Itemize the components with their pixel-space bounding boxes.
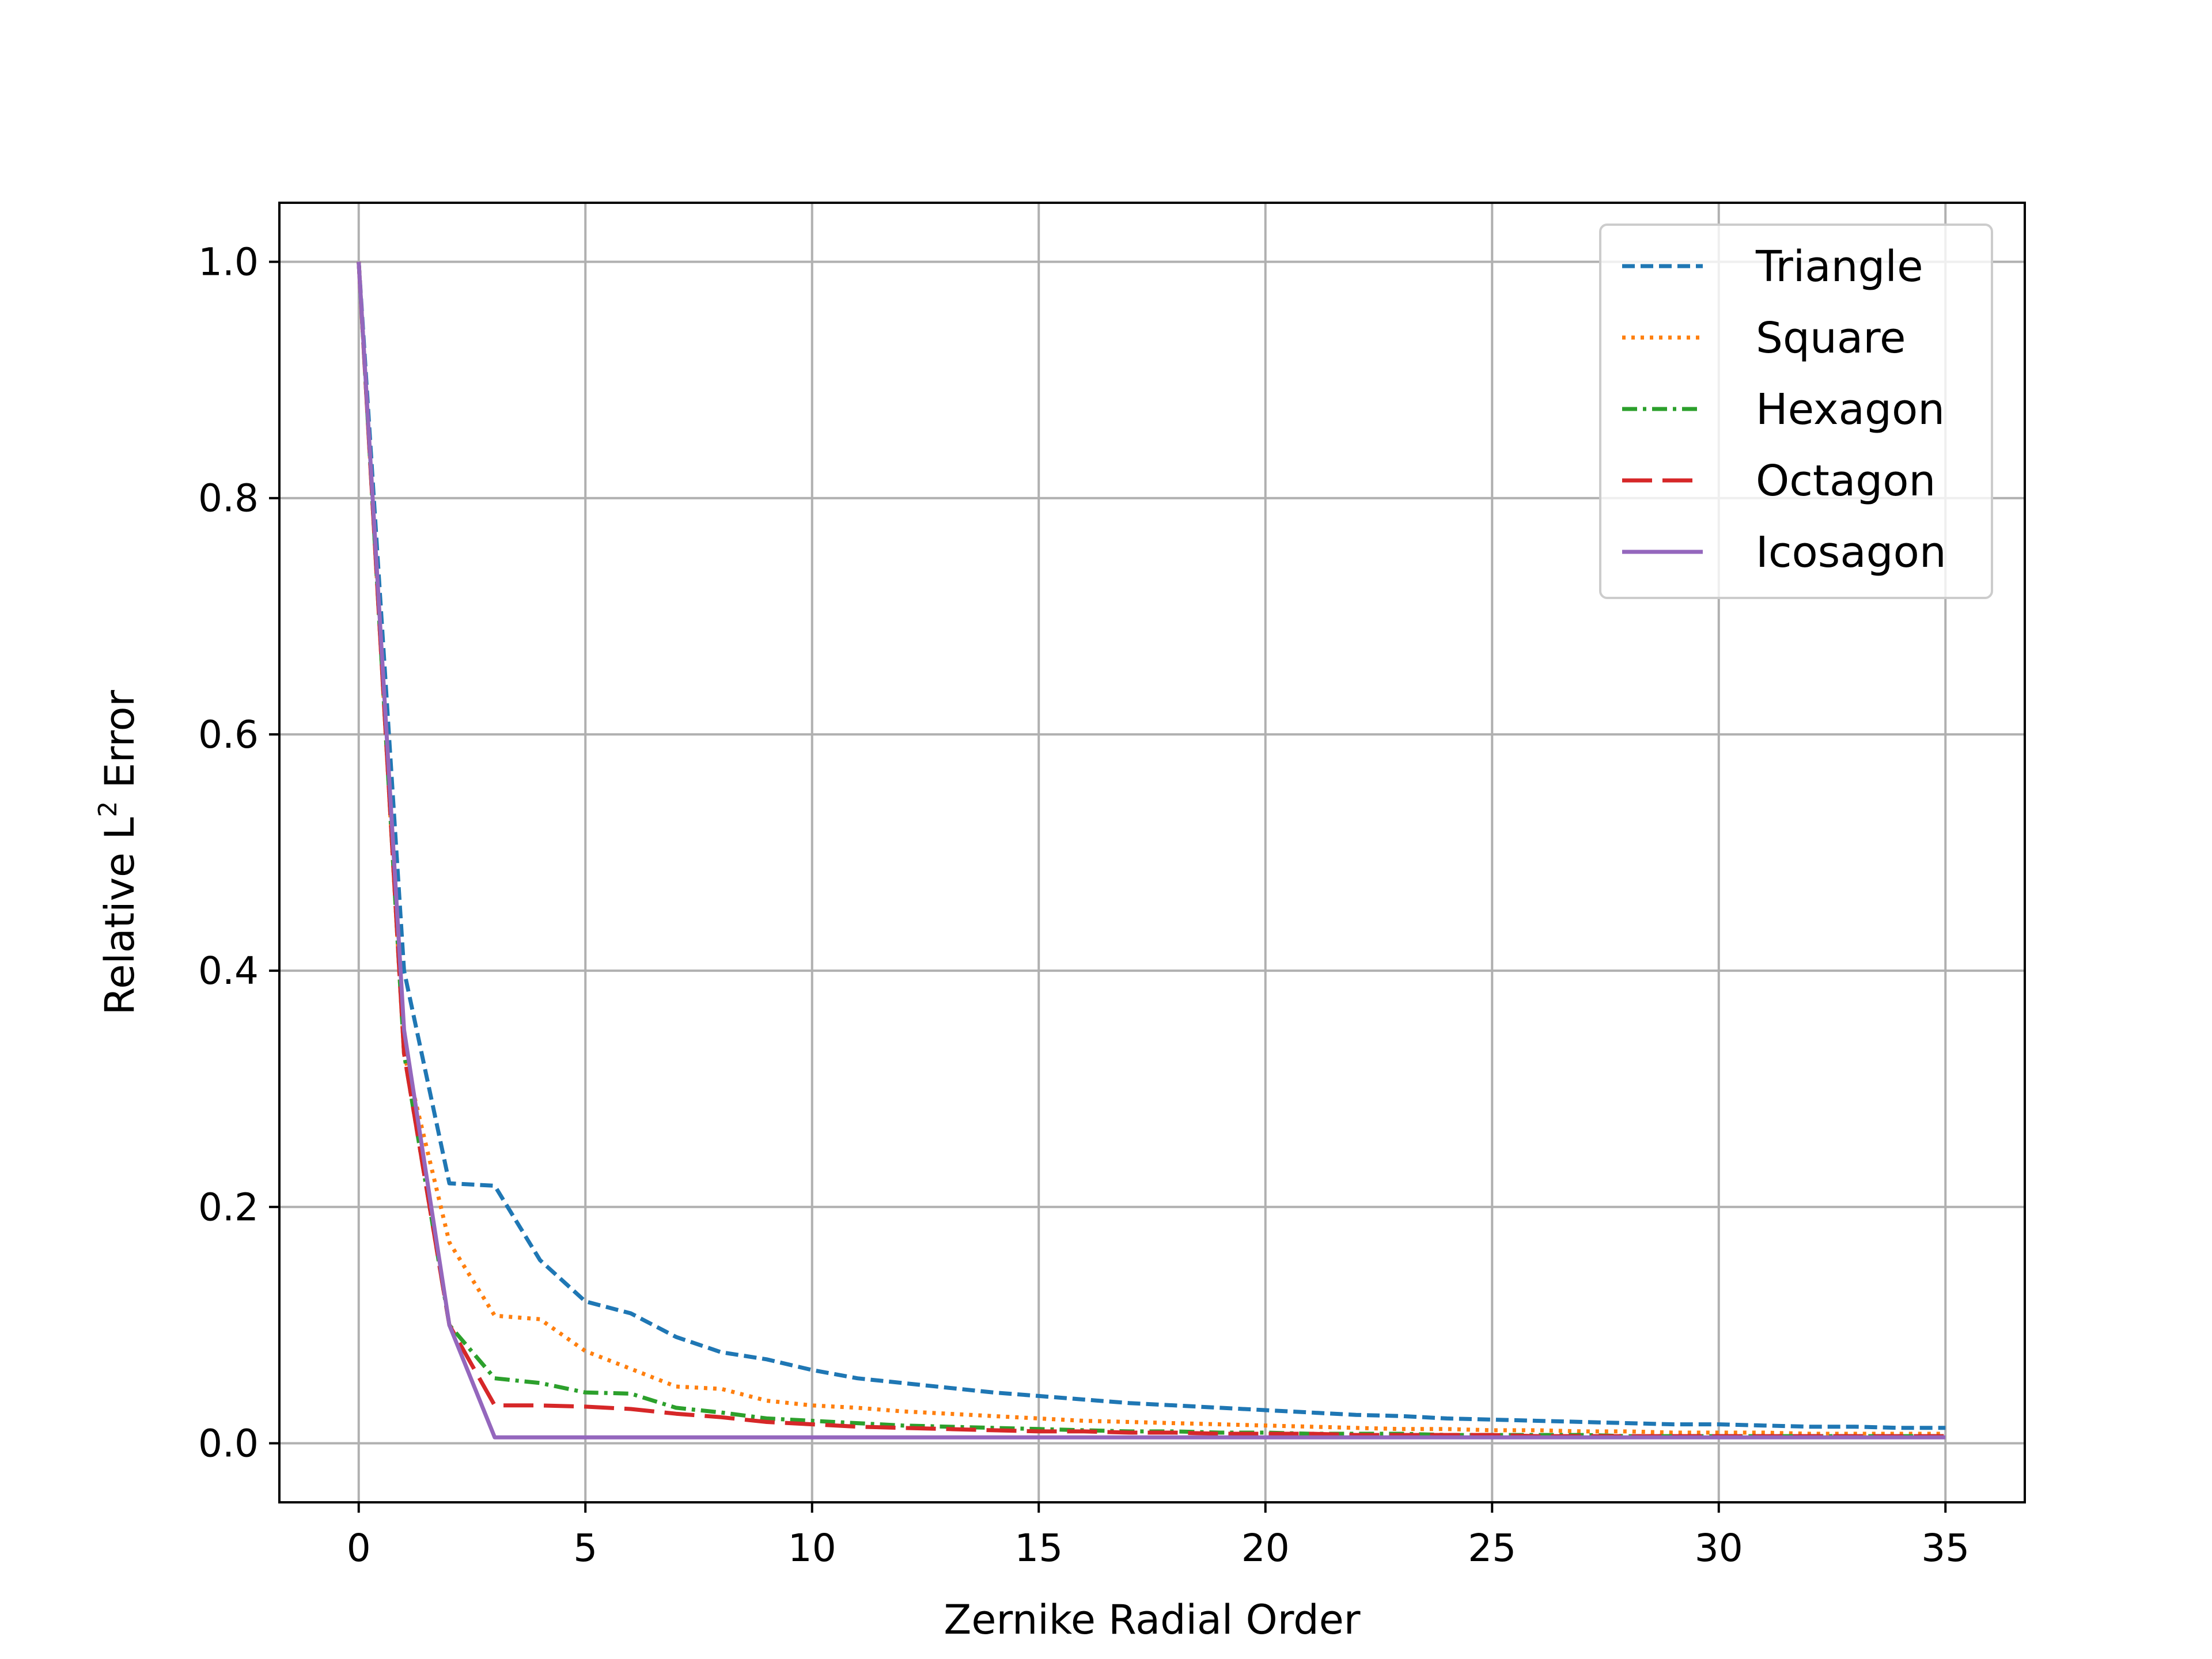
y-axis-label-tail: Error [96, 690, 143, 801]
plot-frame [278, 202, 2026, 1503]
x-tick-label: 5 [573, 1526, 597, 1570]
x-tick-label: 20 [1241, 1526, 1290, 1570]
x-tick-label: 30 [1695, 1526, 1743, 1570]
y-tick-label: 0.6 [198, 713, 259, 757]
series-layer [357, 262, 1946, 1440]
legend-label-icosagon: Icosagon [1756, 528, 1946, 577]
series-line-icosagon [357, 262, 1946, 1440]
y-axis-label-main: Relative L [96, 817, 143, 1016]
x-tick-label: 25 [1468, 1526, 1516, 1570]
y-tick-label: 0.0 [198, 1421, 259, 1465]
series-line-triangle [357, 262, 1946, 1430]
y-tick-label: 0.4 [198, 949, 259, 993]
ticks: 0 5 10 15 20 25 30 35 0.0 0.2 0.4 0.6 0.8 1.0 [198, 240, 1969, 1570]
legend-label-octagon: Octagon [1756, 456, 1936, 506]
legend-label-square: Square [1756, 313, 1906, 363]
x-tick-label: 0 [347, 1526, 371, 1570]
legend: Triangle Square Hexagon Octagon Icosagon [1599, 224, 1993, 599]
y-tick-label: 0.2 [198, 1185, 259, 1229]
x-tick-label: 15 [1014, 1526, 1063, 1570]
legend-label-hexagon: Hexagon [1756, 385, 1945, 434]
y-axis-label: Relative L2 Error [93, 690, 143, 1016]
y-tick-label: 0.8 [198, 476, 259, 521]
y-tick-label: 1.0 [198, 240, 259, 285]
x-tick-label: 10 [788, 1526, 836, 1570]
series-line-square [357, 262, 1946, 1436]
x-axis-label: Zernike Radial Order [944, 1596, 1360, 1643]
legend-box [1599, 224, 1993, 599]
y-axis-label-superscript: 2 [93, 801, 123, 817]
x-tick-label: 35 [1921, 1526, 1969, 1570]
legend-label-triangle: Triangle [1755, 242, 1923, 291]
